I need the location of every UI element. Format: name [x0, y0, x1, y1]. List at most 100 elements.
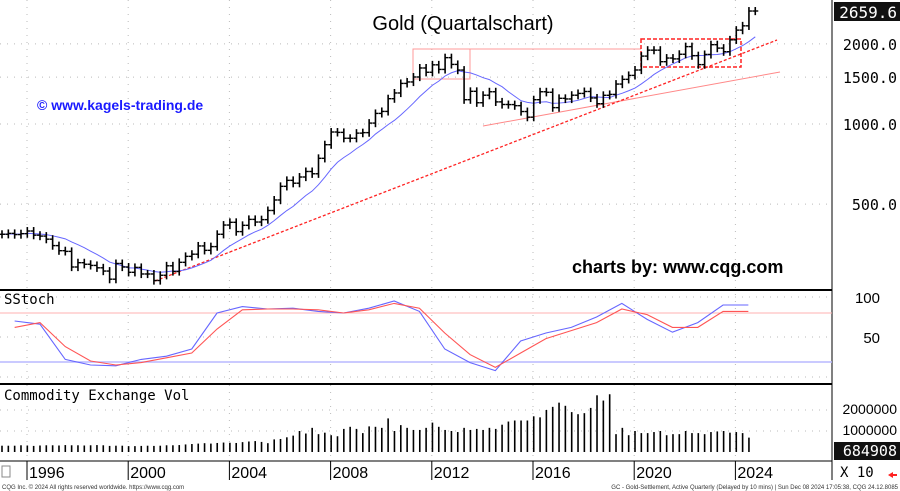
price-bar	[334, 128, 341, 137]
price-bar	[309, 167, 316, 178]
price-bar	[195, 241, 202, 259]
checkbox[interactable]	[1, 465, 11, 478]
price-bar	[562, 94, 569, 104]
price-bar	[688, 42, 695, 60]
price-bar	[391, 89, 398, 103]
price-bar	[43, 232, 50, 244]
price-bar	[182, 252, 189, 267]
price-bar	[518, 101, 525, 116]
volume-multiplier: X 10	[840, 465, 874, 481]
price-bar	[435, 60, 442, 74]
x-tick-label: 2020	[636, 465, 672, 482]
price-bar	[138, 263, 145, 279]
price-bar	[600, 91, 607, 108]
price-bar	[575, 89, 582, 100]
price-bar	[486, 87, 493, 100]
stoch-k-line	[14, 300, 749, 372]
price-tick-label: 500.0	[852, 196, 897, 214]
chart-title: Gold (Quartalschart)	[372, 13, 553, 35]
price-bar	[720, 44, 727, 56]
price-bar	[68, 247, 75, 272]
price-bar	[442, 53, 449, 74]
price-bar	[93, 261, 100, 272]
price-bar	[302, 167, 309, 182]
price-bar	[55, 241, 62, 255]
price-bar	[492, 87, 499, 106]
price-bar	[530, 95, 537, 122]
price-bar	[650, 46, 657, 55]
price-tick-label: 1500.0	[843, 69, 897, 87]
price-bar	[112, 259, 119, 284]
stoch-title: SStoch	[4, 292, 55, 308]
price-bar	[176, 258, 183, 276]
price-bar	[701, 50, 708, 69]
price-bar	[119, 259, 126, 272]
price-tick-label: 1000.0	[843, 116, 897, 134]
price-bar	[676, 50, 683, 64]
price-bar	[524, 107, 531, 122]
scroll-right-arrow-icon[interactable]	[888, 472, 897, 478]
price-bar	[245, 215, 252, 230]
price-bar	[397, 79, 404, 98]
price-bar	[745, 7, 752, 30]
price-bar	[353, 129, 360, 143]
price-bar	[632, 66, 638, 80]
price-bar	[340, 128, 347, 143]
last-volume-label: 684908	[843, 442, 897, 460]
price-bar	[106, 267, 113, 284]
footer-info: GC - Gold-Settlement, Active Quarterly (…	[611, 485, 898, 491]
price-bar	[644, 46, 651, 61]
price-bar	[385, 94, 392, 116]
volume-tick-label: 1000000	[842, 422, 897, 438]
price-bar	[404, 77, 411, 88]
price-bar	[49, 235, 56, 250]
y-axis-ticks: 2000.0 1500.0 1000.0 500.0 100 50 2000000 10000…	[842, 36, 897, 438]
price-bar	[461, 66, 468, 104]
price-bar	[733, 26, 740, 44]
price-bar	[556, 94, 563, 112]
price-bar	[505, 100, 512, 109]
price-bar	[125, 263, 132, 277]
price-bar	[707, 40, 714, 59]
price-bar	[663, 54, 670, 66]
volume-bars	[1, 394, 750, 452]
price-bar	[448, 53, 455, 69]
price-bar	[423, 64, 430, 77]
stoch-lines	[14, 300, 749, 372]
volume-tick-label: 2000000	[842, 401, 897, 417]
price-bar	[74, 258, 81, 272]
price-bar	[416, 64, 423, 82]
x-tick-label: 2000	[130, 465, 166, 482]
price-bar	[726, 35, 733, 56]
stoch-d-line	[14, 302, 749, 369]
price-bar	[695, 51, 702, 69]
price-bar	[100, 263, 107, 276]
price-bar	[347, 134, 354, 143]
price-bar	[473, 87, 480, 107]
price-bar	[669, 54, 676, 64]
price-bar	[5, 229, 12, 239]
price-bar	[239, 221, 246, 236]
price-bar	[30, 227, 37, 240]
price-bar	[752, 7, 759, 16]
moving-average	[1, 36, 756, 273]
price-bar	[581, 87, 588, 98]
price-bar	[258, 215, 265, 227]
price-bar	[499, 97, 506, 109]
price-bar	[739, 21, 746, 35]
price-bar	[264, 206, 271, 224]
price-bar	[511, 100, 518, 110]
price-bar	[568, 91, 575, 104]
annotation-box-2011	[412, 48, 471, 80]
price-bar	[290, 176, 297, 188]
price-bar	[480, 91, 487, 107]
price-bar	[613, 80, 620, 99]
price-tick-label: 2000.0	[843, 36, 897, 54]
gridlines	[0, 0, 832, 461]
price-bar	[594, 93, 601, 108]
price-bar	[214, 230, 221, 251]
price-bars	[0, 7, 759, 285]
price-bar	[283, 176, 290, 191]
x-tick-label: 1996	[29, 465, 65, 482]
